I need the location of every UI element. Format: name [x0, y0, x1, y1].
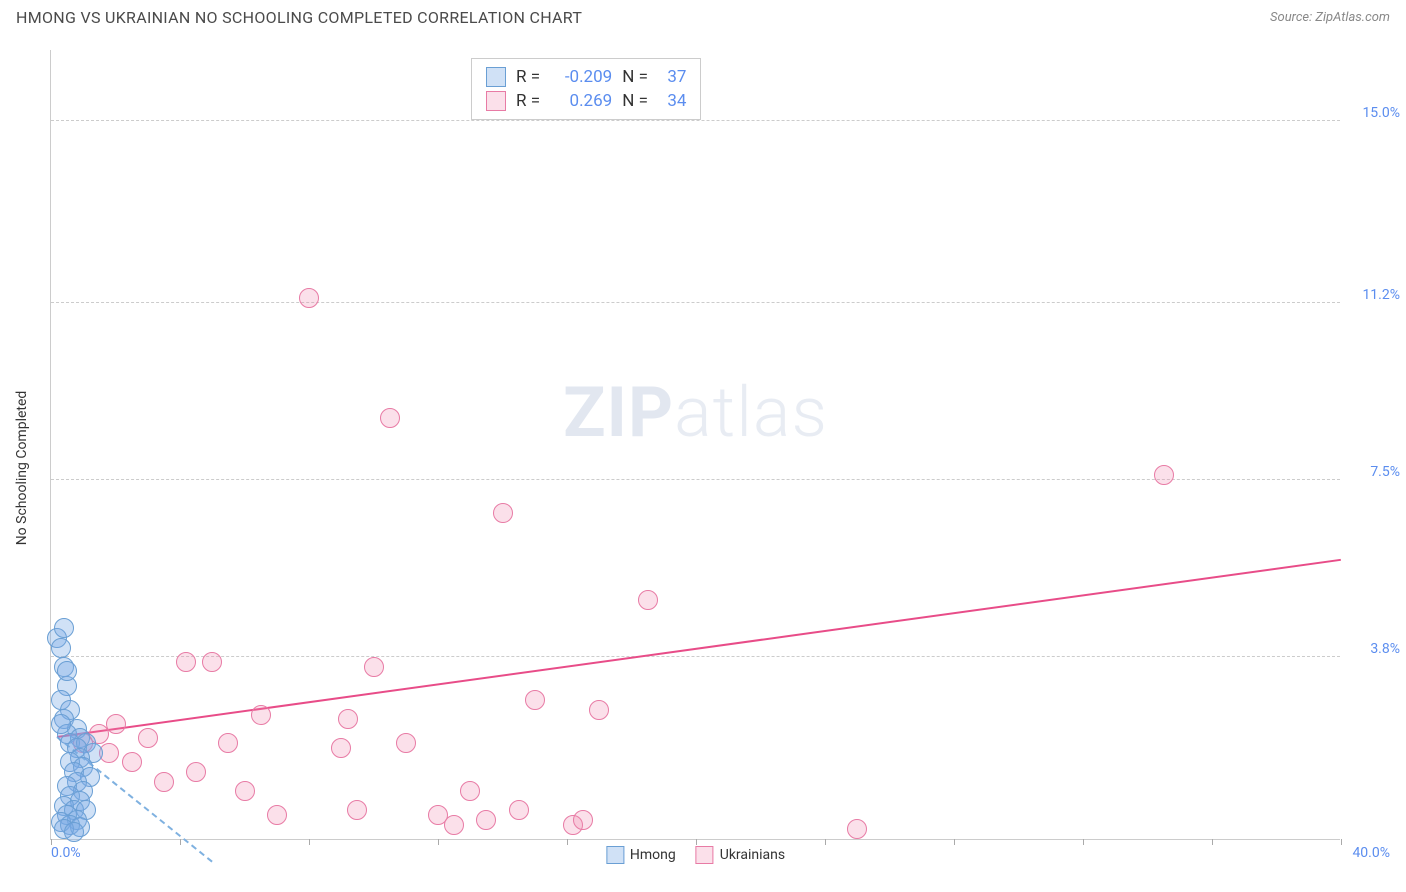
- data-point: [847, 819, 867, 839]
- data-point: [509, 800, 529, 820]
- watermark: ZIPatlas: [563, 372, 828, 454]
- data-point: [122, 752, 142, 772]
- data-point: [54, 618, 74, 638]
- data-point: [331, 738, 351, 758]
- data-point: [396, 733, 416, 753]
- data-point: [218, 733, 238, 753]
- tick-v: [954, 839, 955, 845]
- tick-v: [180, 839, 181, 845]
- tick-v: [825, 839, 826, 845]
- data-point: [267, 805, 287, 825]
- y-tick-label: 7.5%: [1370, 464, 1400, 480]
- gridline-h: [51, 656, 1340, 657]
- data-point: [444, 815, 464, 835]
- data-point: [202, 652, 222, 672]
- tick-v: [51, 839, 52, 845]
- y-tick-label: 3.8%: [1370, 641, 1400, 657]
- tick-v: [1083, 839, 1084, 845]
- data-point: [338, 709, 358, 729]
- data-point: [347, 800, 367, 820]
- gridline-h: [51, 120, 1340, 121]
- gridline-h: [51, 479, 1340, 480]
- tick-v: [696, 839, 697, 845]
- tick-v: [309, 839, 310, 845]
- data-point: [493, 503, 513, 523]
- data-point: [251, 705, 271, 725]
- data-point: [235, 781, 255, 801]
- chart-container: No Schooling Completed ZIPatlas R = -0.2…: [50, 50, 1380, 870]
- tick-v: [1341, 839, 1342, 845]
- chart-title: HMONG VS UKRAINIAN NO SCHOOLING COMPLETE…: [16, 8, 582, 27]
- data-point: [476, 810, 496, 830]
- data-point: [460, 781, 480, 801]
- bottom-legend: Hmong Ukrainians: [606, 846, 785, 864]
- gridline-h: [51, 302, 1340, 303]
- source-label: Source: ZipAtlas.com: [1270, 10, 1390, 25]
- tick-v: [438, 839, 439, 845]
- legend-ukrainians: Ukrainians: [696, 846, 785, 864]
- stats-box: R = -0.209 N = 37 R = 0.269 N = 34: [471, 58, 701, 120]
- x-tick-last: 40.0%: [1352, 845, 1390, 861]
- data-point: [380, 408, 400, 428]
- legend-hmong: Hmong: [606, 846, 676, 864]
- data-point: [299, 288, 319, 308]
- data-point: [138, 728, 158, 748]
- y-axis-label: No Schooling Completed: [14, 391, 30, 546]
- tick-v: [1212, 839, 1213, 845]
- data-point: [638, 590, 658, 610]
- stats-row-ukrainians: R = 0.269 N = 34: [486, 89, 686, 113]
- stats-row-hmong: R = -0.209 N = 37: [486, 65, 686, 89]
- data-point: [525, 690, 545, 710]
- data-point: [589, 700, 609, 720]
- plot-area: ZIPatlas R = -0.209 N = 37 R = 0.269 N =…: [50, 50, 1340, 840]
- data-point: [364, 657, 384, 677]
- data-point: [51, 714, 71, 734]
- y-tick-label: 11.2%: [1362, 287, 1400, 303]
- swatch-pink: [486, 91, 506, 111]
- swatch-blue: [486, 67, 506, 87]
- data-point: [186, 762, 206, 782]
- data-point: [51, 638, 71, 658]
- y-tick-label: 15.0%: [1362, 105, 1400, 121]
- data-point: [176, 652, 196, 672]
- data-point: [154, 772, 174, 792]
- data-point: [64, 822, 84, 842]
- tick-v: [567, 839, 568, 845]
- data-point: [57, 661, 77, 681]
- data-point: [1154, 465, 1174, 485]
- data-point: [573, 810, 593, 830]
- x-tick-first: 0.0%: [51, 845, 81, 861]
